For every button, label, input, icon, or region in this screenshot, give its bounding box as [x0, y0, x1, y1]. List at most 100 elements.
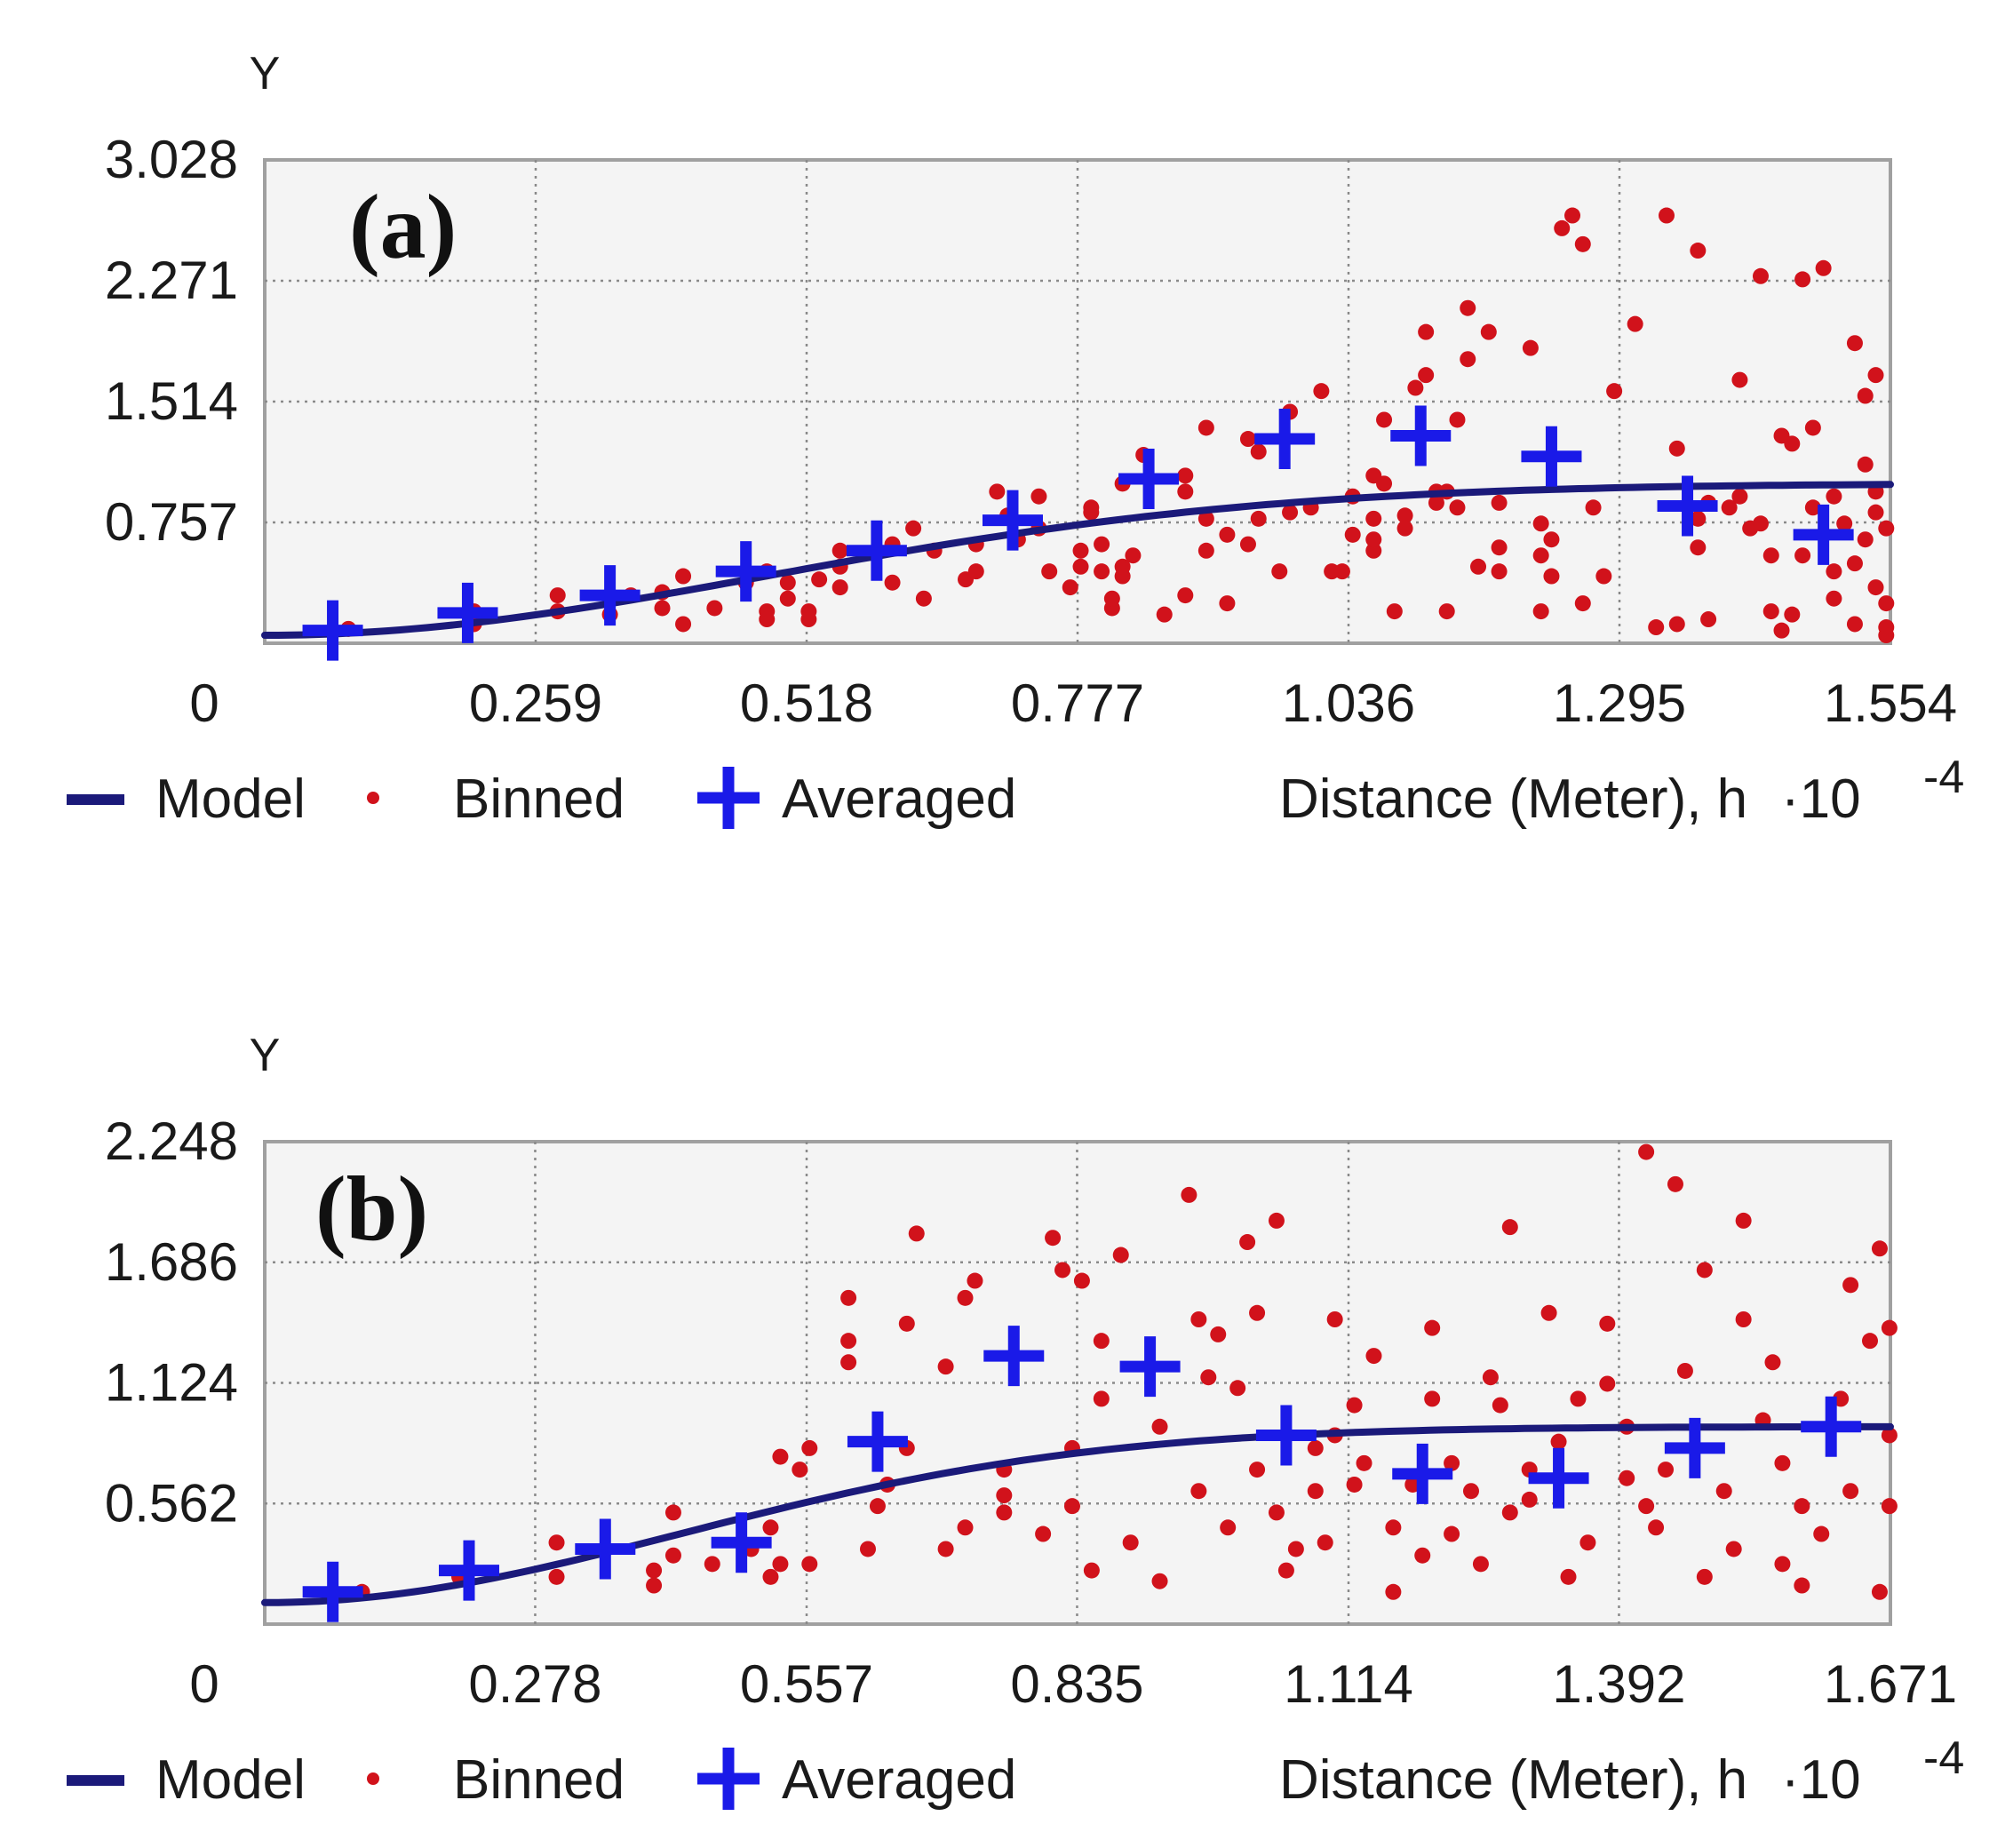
binned-point: [1658, 207, 1675, 224]
binned-point: [1762, 547, 1779, 564]
binned-point: [967, 563, 984, 580]
binned-point: [1731, 371, 1748, 388]
binned-point: [1063, 1498, 1080, 1515]
binned-point: [1197, 419, 1214, 436]
averaged-point: [715, 541, 776, 602]
binned-point: [1396, 520, 1413, 537]
binned-point: [1365, 510, 1382, 527]
binned-point: [706, 600, 723, 617]
binned-point: [1444, 1454, 1460, 1471]
binned-point: [1210, 1326, 1227, 1342]
binned-point: [1472, 1556, 1489, 1573]
binned-point: [801, 1556, 818, 1573]
y-tick-label: 1.686: [105, 1232, 238, 1292]
binned-point: [1731, 488, 1748, 505]
averaged-point: [437, 582, 498, 643]
binned-point: [1532, 603, 1549, 620]
averaged-point: [1528, 1447, 1589, 1509]
x-axis-exponent: -4: [1923, 1732, 1964, 1784]
averaged-series: [302, 405, 1854, 661]
binned-point: [1842, 1277, 1859, 1294]
binned-point: [1177, 587, 1194, 604]
binned-point: [1648, 619, 1665, 636]
x-tick-label: 0.777: [1011, 673, 1144, 733]
binned-point: [1715, 1483, 1732, 1500]
binned-point: [1752, 515, 1769, 532]
binned-point: [1480, 323, 1497, 340]
binned-point: [1346, 1476, 1363, 1493]
x-tick-label: 1.554: [1824, 673, 1957, 733]
binned-point: [1774, 1454, 1791, 1471]
binned-point: [831, 579, 848, 596]
binned-point: [840, 1354, 857, 1371]
binned-point: [1376, 411, 1393, 428]
binned-point: [1083, 1562, 1100, 1579]
binned-point: [548, 1534, 565, 1551]
binned-point: [646, 1577, 663, 1594]
binned-point: [1570, 1390, 1587, 1407]
legend-model-label: Model: [155, 769, 306, 830]
binned-point: [1365, 1348, 1382, 1365]
binned-point: [915, 590, 932, 607]
binned-point: [1491, 539, 1508, 556]
binned-point: [1346, 1397, 1363, 1414]
binned-point: [1282, 504, 1299, 521]
binned-point: [1878, 627, 1895, 644]
binned-point: [1277, 1562, 1294, 1579]
binned-point: [1054, 1262, 1071, 1278]
binned-point: [1721, 499, 1738, 516]
binned-point: [1627, 315, 1643, 332]
binned-point: [1414, 1547, 1431, 1564]
legend-averaged-label: Averaged: [782, 1749, 1016, 1811]
binned-point: [1449, 411, 1466, 428]
binned-point: [1846, 555, 1863, 572]
binned-point: [1156, 606, 1173, 623]
binned-point: [1125, 547, 1142, 564]
x-axis-label: Distance (Meter), h: [1279, 1749, 1747, 1811]
binned-point: [1376, 475, 1393, 492]
model-curve: [261, 481, 1894, 639]
binned-point: [1794, 1577, 1810, 1594]
binned-point: [1804, 419, 1821, 436]
binned-point: [548, 1568, 565, 1585]
binned-point: [1460, 351, 1476, 368]
binned-point: [1356, 1454, 1372, 1471]
binned-point: [1190, 1483, 1207, 1500]
binned-point: [1658, 1462, 1675, 1478]
legend-averaged-label: Averaged: [782, 769, 1016, 830]
binned-point: [1862, 1333, 1879, 1350]
x-tick-label: 0.557: [740, 1654, 873, 1714]
binned-point: [1752, 267, 1769, 284]
binned-point: [1871, 1583, 1888, 1600]
binned-point: [1407, 379, 1424, 396]
binned-point: [1418, 323, 1435, 340]
binned-point: [1857, 387, 1874, 404]
binned-point: [646, 1562, 663, 1579]
binned-point: [1112, 1247, 1129, 1263]
averaged-series: [302, 1326, 1862, 1622]
binned-point: [1735, 1311, 1752, 1328]
binned-point: [1424, 1319, 1441, 1336]
binned-point: [1804, 499, 1821, 516]
binned-point: [675, 568, 692, 585]
binned-point: [1599, 1315, 1616, 1332]
binned-point: [1521, 1491, 1538, 1508]
binned-point: [1492, 1397, 1508, 1414]
binned-point: [1093, 1390, 1110, 1407]
legend-binned-label: Binned: [453, 769, 625, 830]
binned-point: [1867, 579, 1884, 596]
legend-model-label: Model: [155, 1749, 306, 1811]
averaged-point: [575, 1518, 636, 1580]
y-tick-label: 1.124: [105, 1353, 238, 1413]
binned-point: [1239, 1234, 1256, 1251]
binned-point: [1220, 1519, 1237, 1536]
binned-point: [779, 590, 796, 607]
binned-point: [1268, 1212, 1285, 1229]
binned-point: [1094, 563, 1110, 580]
x-axis-multiplier: ·10: [1781, 769, 1861, 830]
averaged-point: [302, 600, 363, 661]
binned-point: [840, 1333, 857, 1350]
binned-point: [1177, 483, 1194, 500]
y-axis-label: Y: [250, 48, 281, 100]
chart-panel-b: 2.248 1.686 1.124 0.562 0 0.278 0.557 0.835 1.11…: [67, 1030, 1964, 1811]
